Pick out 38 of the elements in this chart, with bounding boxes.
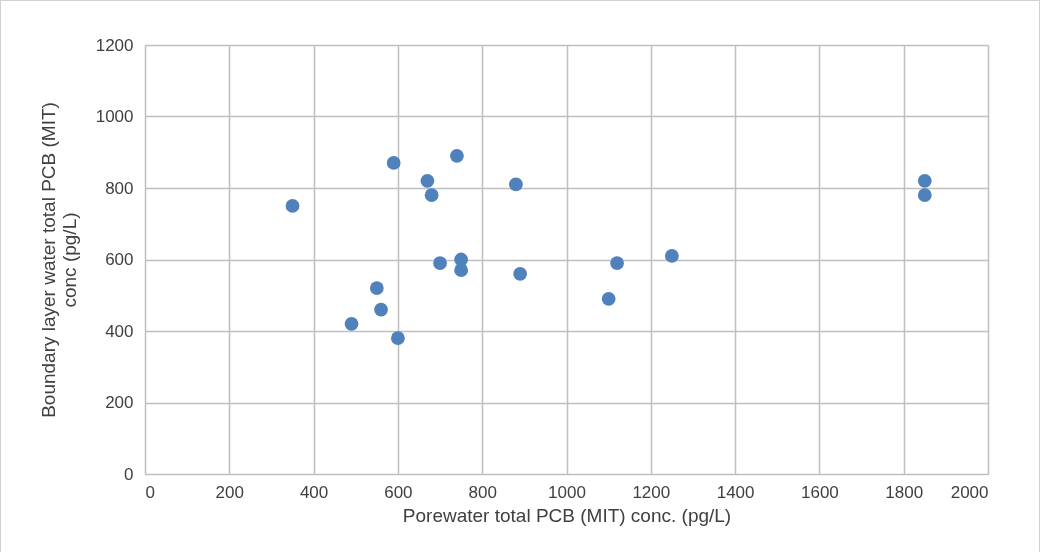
point — [513, 266, 528, 281]
y-tick-label: 1200 — [95, 35, 134, 55]
x-axis-title: Porewater total PCB (MIT) conc. (pg/L) — [402, 504, 732, 526]
point — [391, 331, 405, 346]
x-tick-label: 1800 — [885, 482, 924, 502]
point — [610, 256, 624, 270]
point — [917, 188, 932, 203]
point — [285, 199, 300, 213]
y-tick-label: 1000 — [95, 107, 134, 126]
point — [601, 291, 616, 306]
point — [454, 263, 469, 278]
y-tick-label: 800 — [105, 178, 134, 198]
x-tick-label: 2000 — [950, 482, 989, 502]
point — [664, 249, 679, 263]
point — [344, 316, 359, 331]
point — [433, 256, 447, 270]
point — [374, 302, 388, 317]
y-tick-label: 400 — [105, 321, 134, 341]
point — [386, 156, 401, 170]
x-tick-label: 400 — [299, 482, 329, 502]
point — [509, 177, 523, 192]
y-tick-label: 600 — [105, 250, 134, 269]
point — [917, 173, 932, 188]
y-tick-label: 200 — [105, 393, 134, 412]
y-axis-title: Boundary layer water total PCB (MIT) conc (pg/L) — [37, 102, 80, 418]
point — [420, 173, 435, 188]
x-tick-label: 200 — [215, 482, 244, 502]
x-tick-label: 1600 — [800, 482, 839, 502]
y-tick-label: 0 — [124, 464, 134, 484]
x-tick-label: 600 — [384, 482, 413, 502]
x-tick-label: 800 — [468, 482, 497, 502]
point — [450, 148, 464, 163]
x-tick-label: 1400 — [716, 482, 755, 502]
x-tick-label: 1000 — [548, 482, 586, 502]
point — [369, 281, 384, 295]
point — [424, 188, 439, 203]
x-tick-label: 1200 — [632, 482, 671, 502]
x-tick-label: 0 — [145, 482, 155, 502]
